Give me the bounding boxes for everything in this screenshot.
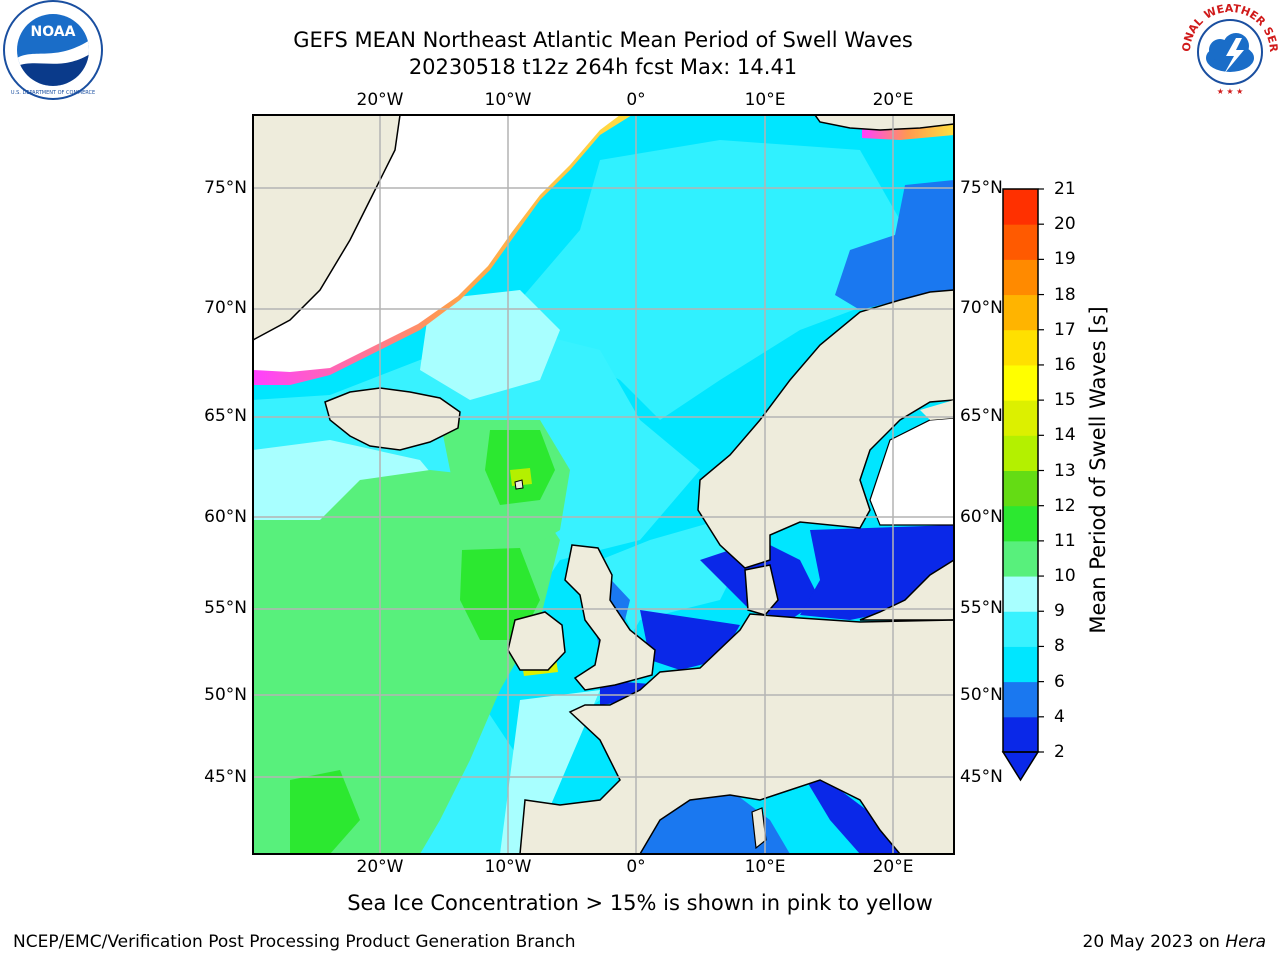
colorbar-tick-label: 10 xyxy=(1054,566,1076,587)
lat-label-left-60n: 60°N xyxy=(204,507,247,527)
footer-date: 20 May 2023 on Hera xyxy=(1083,932,1267,952)
lat-label-right-65n: 65°N xyxy=(960,406,1003,426)
lon-label-top-0: 0° xyxy=(626,90,646,110)
footer-machine: Hera xyxy=(1225,932,1266,952)
svg-text:U.S. DEPARTMENT OF COMMERCE: U.S. DEPARTMENT OF COMMERCE xyxy=(11,90,95,96)
colorbar-bin xyxy=(1003,681,1038,718)
lat-label-right-55n: 55°N xyxy=(960,598,1003,618)
lat-label-right-50n: 50°N xyxy=(960,685,1003,705)
lat-label-left-65n: 65°N xyxy=(204,406,247,426)
colorbar-bin xyxy=(1003,435,1038,471)
noaa-logo: NOAA U.S. DEPARTMENT OF COMMERCE xyxy=(3,0,103,100)
colorbar-bin xyxy=(1003,400,1038,436)
colorbar-tick-label: 12 xyxy=(1054,495,1076,516)
colorbar-bin xyxy=(1003,611,1038,647)
colorbar-tick-label: 8 xyxy=(1054,636,1065,657)
colorbar-extend-arrow xyxy=(1001,751,1040,782)
map-title: GEFS MEAN Northeast Atlantic Mean Period… xyxy=(293,28,913,52)
colorbar-tick-label: 14 xyxy=(1054,425,1076,446)
lon-label-bottom-0: 0° xyxy=(626,857,646,877)
lon-label-bottom-10w: 10°W xyxy=(484,857,532,877)
colorbar-tick-label: 18 xyxy=(1054,284,1076,305)
svg-text:NOAA: NOAA xyxy=(31,24,76,40)
colorbar-tick-label: 19 xyxy=(1054,249,1076,270)
colorbar-bin xyxy=(1003,576,1038,612)
lat-label-left-45n: 45°N xyxy=(204,767,247,787)
footer-credit: NCEP/EMC/Verification Post Processing Pr… xyxy=(13,932,576,952)
colorbar-bin xyxy=(1003,716,1038,753)
colorbar-bin xyxy=(1003,470,1038,507)
colorbar-tick-label: 13 xyxy=(1054,460,1076,481)
colorbar-tick-label: 15 xyxy=(1054,390,1076,411)
colorbar-bin xyxy=(1003,224,1038,260)
colorbar-tick-label: 16 xyxy=(1054,354,1076,375)
map-field xyxy=(253,115,954,854)
colorbar-bin xyxy=(1003,505,1038,542)
colorbar-bin xyxy=(1003,294,1038,331)
lat-label-right-75n: 75°N xyxy=(960,178,1003,198)
lat-label-left-70n: 70°N xyxy=(204,298,247,318)
lon-label-bottom-20e: 20°E xyxy=(872,857,914,877)
lat-label-right-45n: 45°N xyxy=(960,767,1003,787)
colorbar-tick-label: 11 xyxy=(1054,530,1076,551)
lat-label-right-70n: 70°N xyxy=(960,298,1003,318)
footer-date-text: 20 May 2023 on xyxy=(1082,932,1220,952)
map-frame xyxy=(252,114,955,855)
lat-label-left-75n: 75°N xyxy=(204,178,247,198)
lat-label-right-60n: 60°N xyxy=(960,507,1003,527)
lat-label-left-50n: 50°N xyxy=(204,685,247,705)
lon-label-top-10w: 10°W xyxy=(484,90,532,110)
colorbar-bin xyxy=(1003,189,1038,225)
lon-label-top-20e: 20°E xyxy=(872,90,914,110)
colorbar-tick-label: 2 xyxy=(1054,742,1065,762)
lat-label-left-55n: 55°N xyxy=(204,598,247,618)
graticule xyxy=(253,115,954,854)
colorbar-bin xyxy=(1003,364,1038,401)
nws-logo: NATIONAL WEATHER SERVICE ★ ★ ★ xyxy=(1178,0,1280,100)
colorbar-bin xyxy=(1003,540,1038,577)
sea-ice-note: Sea Ice Concentration > 15% is shown in … xyxy=(347,891,933,915)
map-subtitle: 20230518 t12z 264h fcst Max: 14.41 xyxy=(408,55,798,79)
colorbar-bin xyxy=(1003,646,1038,683)
colorbar-tick-label: 17 xyxy=(1054,319,1076,340)
colorbar-tick-label: 9 xyxy=(1054,601,1065,622)
lon-label-top-10e: 10°E xyxy=(744,90,786,110)
colorbar-label: Mean Period of Swell Waves [s] xyxy=(1086,306,1110,634)
svg-text:★ ★ ★: ★ ★ ★ xyxy=(1217,87,1244,96)
colorbar-bin xyxy=(1003,329,1038,366)
colorbar-bin xyxy=(1003,259,1038,296)
lon-label-top-20w: 20°W xyxy=(356,90,404,110)
colorbar-tick-label: 21 xyxy=(1054,179,1076,199)
colorbar-tick-label: 20 xyxy=(1054,214,1076,235)
colorbar-tick-label: 6 xyxy=(1054,671,1065,692)
lon-label-bottom-20w: 20°W xyxy=(356,857,404,877)
colorbar xyxy=(1001,188,1044,782)
lon-label-bottom-10e: 10°E xyxy=(744,857,786,877)
colorbar-tick-label: 4 xyxy=(1054,706,1065,727)
